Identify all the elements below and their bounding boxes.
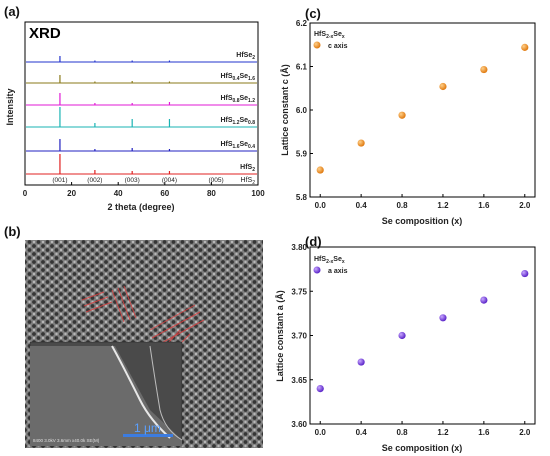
panel-c-title: HfS2-xSex <box>314 31 345 40</box>
y-tick-label: 6.2 <box>296 19 308 28</box>
panel-a-title: XRD <box>29 25 61 42</box>
panel-c-label: (c) <box>305 6 321 21</box>
panel-d-legend-text: a axis <box>328 268 348 275</box>
xrd-peak-annotation: (001) <box>52 177 67 184</box>
panel-d-legend-marker <box>313 266 321 274</box>
panel-c-ylabel: Lattice constant c (Å) <box>280 64 290 156</box>
panel-a: (a) XRD Intensity 2 theta (degree) 0 20 40… <box>4 4 265 212</box>
panel-d-ylabel: Lattice constant a (Å) <box>275 290 285 382</box>
xrd-series-label: HfS1.6Se0.4 <box>220 141 255 150</box>
x-tick-label: 80 <box>207 189 216 198</box>
panel-c-xlabel: Se composition (x) <box>382 216 463 226</box>
xrd-series-labels: HfSe2 HfS0.4Se1.6 HfS0.8Se1.2 HfS1.2Se0.8 Hf… <box>220 52 255 173</box>
data-point <box>521 269 529 278</box>
data-point <box>316 385 324 393</box>
x-tick-label: 1.2 <box>437 201 449 210</box>
scale-bar-label: 1 μm <box>134 421 161 435</box>
x-tick-label: 0.4 <box>356 201 368 210</box>
sem-caption: 8400 3.0kV 3.6mm x40.0k SE(M) <box>33 438 100 443</box>
panel-d-ticks: 0.0 0.4 0.8 1.2 1.6 2.0 3.60 3.65 3.70 3.75 3.80 <box>291 243 530 437</box>
panel-a-frame <box>24 21 259 186</box>
y-tick-label: 3.60 <box>291 420 307 429</box>
x-tick-label: 20 <box>67 189 76 198</box>
x-tick-label: 100 <box>251 189 265 198</box>
panel-d: (d) HfS2-xSex a axis Lattice constant a … <box>275 234 536 453</box>
x-tick-label: 2.0 <box>519 428 531 437</box>
xrd-peak-annotation: (005) <box>208 177 223 184</box>
panel-c: (c) HfS2-xSex c axis Lattice constant c … <box>280 6 536 226</box>
panel-a-xlabel: 2 theta (degree) <box>107 202 174 212</box>
xrd-peak-annotation: (003) <box>125 177 140 184</box>
y-tick-label: 3.75 <box>291 287 307 296</box>
panel-d-points <box>316 269 529 393</box>
data-point <box>480 65 488 74</box>
sem-wire <box>111 345 171 439</box>
x-tick-label: 60 <box>160 189 169 198</box>
x-tick-label: 2.0 <box>519 201 531 210</box>
y-tick-label: 5.9 <box>296 150 308 159</box>
x-tick-label: 0.0 <box>315 201 327 210</box>
data-point <box>439 314 447 322</box>
panel-c-legend-text: c axis <box>328 43 348 50</box>
data-point <box>316 166 324 174</box>
x-tick-label: 0.4 <box>356 428 368 437</box>
y-tick-label: 6.0 <box>296 106 308 115</box>
data-point <box>398 331 406 340</box>
xrd-series-label: HfS2 <box>240 164 255 173</box>
xrd-traces <box>26 56 257 175</box>
panel-b: (b) 1 μm 8400 3.0kV 3.6mm x40.0k SE(M) <box>4 224 263 448</box>
y-tick-label: 5.8 <box>296 193 308 202</box>
panel-b-label: (b) <box>4 224 21 239</box>
data-point <box>357 358 365 366</box>
scale-bar <box>123 434 173 437</box>
panel-a-ylabel: Intensity <box>5 88 15 125</box>
x-tick-label: 1.2 <box>437 428 449 437</box>
data-point <box>480 296 488 304</box>
y-tick-label: 3.80 <box>291 243 307 252</box>
xrd-bottom-label: HfS2 <box>241 177 256 186</box>
x-tick-label: 0.8 <box>396 428 408 437</box>
panel-d-title: HfS2-xSex <box>314 256 345 265</box>
panel-c-ticks: 0.0 0.4 0.8 1.2 1.6 2.0 5.8 5.9 6.0 6.1 6.2 <box>296 19 531 210</box>
x-tick-label: 0.8 <box>396 201 408 210</box>
y-tick-label: 3.65 <box>291 376 307 385</box>
xrd-series-label: HfS1.2Se0.8 <box>220 117 255 126</box>
panel-c-legend-marker <box>313 41 321 49</box>
xrd-series-label: HfSe2 <box>236 52 255 61</box>
x-tick-label: 40 <box>114 189 123 198</box>
panel-d-xlabel: Se composition (x) <box>382 443 463 453</box>
y-tick-label: 3.70 <box>291 332 307 341</box>
data-point <box>439 82 447 91</box>
xrd-peak-annotations: (001) (002) (003) (004) (005) HfS2 <box>52 177 255 186</box>
x-tick-label: 1.6 <box>478 201 490 210</box>
y-tick-label: 6.1 <box>296 63 308 72</box>
panel-a-label: (a) <box>4 4 20 19</box>
xrd-series-label: HfS0.8Se1.2 <box>220 95 255 104</box>
xrd-peak-annotation: (002) <box>87 177 102 184</box>
x-tick-label: 0 <box>23 189 28 198</box>
data-point <box>398 111 406 119</box>
panel-d-label: (d) <box>305 234 322 249</box>
x-tick-label: 1.6 <box>478 428 490 437</box>
xrd-series-label: HfS0.4Se1.6 <box>220 73 255 82</box>
xrd-peak-annotation: (004) <box>162 177 177 184</box>
data-point <box>521 43 529 51</box>
x-tick-label: 0.0 <box>315 428 327 437</box>
panel-c-points <box>316 43 529 174</box>
panel-a-xticks: 0 20 40 60 80 100 <box>23 182 265 198</box>
data-point <box>357 139 365 147</box>
